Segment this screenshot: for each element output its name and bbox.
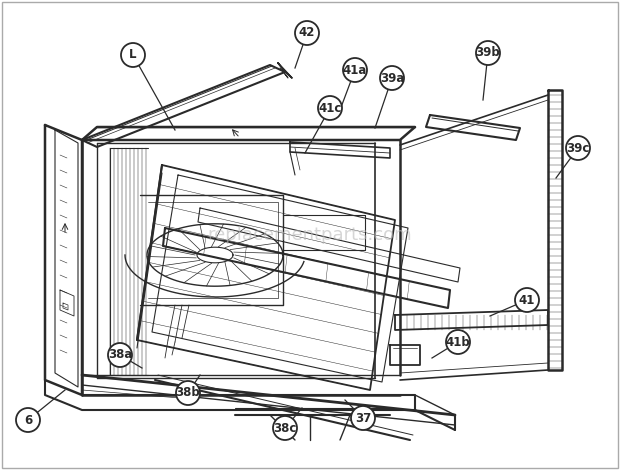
- Text: 41b: 41b: [446, 336, 471, 348]
- Circle shape: [380, 66, 404, 90]
- Text: 42: 42: [299, 26, 315, 39]
- Text: 41a: 41a: [343, 63, 367, 77]
- Circle shape: [566, 136, 590, 160]
- Text: 6: 6: [24, 414, 32, 426]
- Text: 39c: 39c: [566, 141, 590, 155]
- Circle shape: [446, 330, 470, 354]
- Text: 38a: 38a: [108, 348, 132, 361]
- Text: L: L: [129, 48, 137, 62]
- Text: 38b: 38b: [175, 386, 200, 400]
- Text: 39a: 39a: [380, 71, 404, 85]
- Circle shape: [343, 58, 367, 82]
- Text: 41: 41: [519, 293, 535, 306]
- Circle shape: [16, 408, 40, 432]
- Circle shape: [351, 406, 375, 430]
- Text: 37: 37: [355, 412, 371, 424]
- Circle shape: [108, 343, 132, 367]
- Circle shape: [476, 41, 500, 65]
- Circle shape: [295, 21, 319, 45]
- Circle shape: [273, 416, 297, 440]
- Circle shape: [515, 288, 539, 312]
- Circle shape: [318, 96, 342, 120]
- Circle shape: [121, 43, 145, 67]
- Text: 41c: 41c: [318, 102, 342, 115]
- Circle shape: [176, 381, 200, 405]
- Text: 39b: 39b: [476, 47, 500, 60]
- Text: replacementparts.com: replacementparts.com: [208, 226, 412, 244]
- Text: 38c: 38c: [273, 422, 297, 434]
